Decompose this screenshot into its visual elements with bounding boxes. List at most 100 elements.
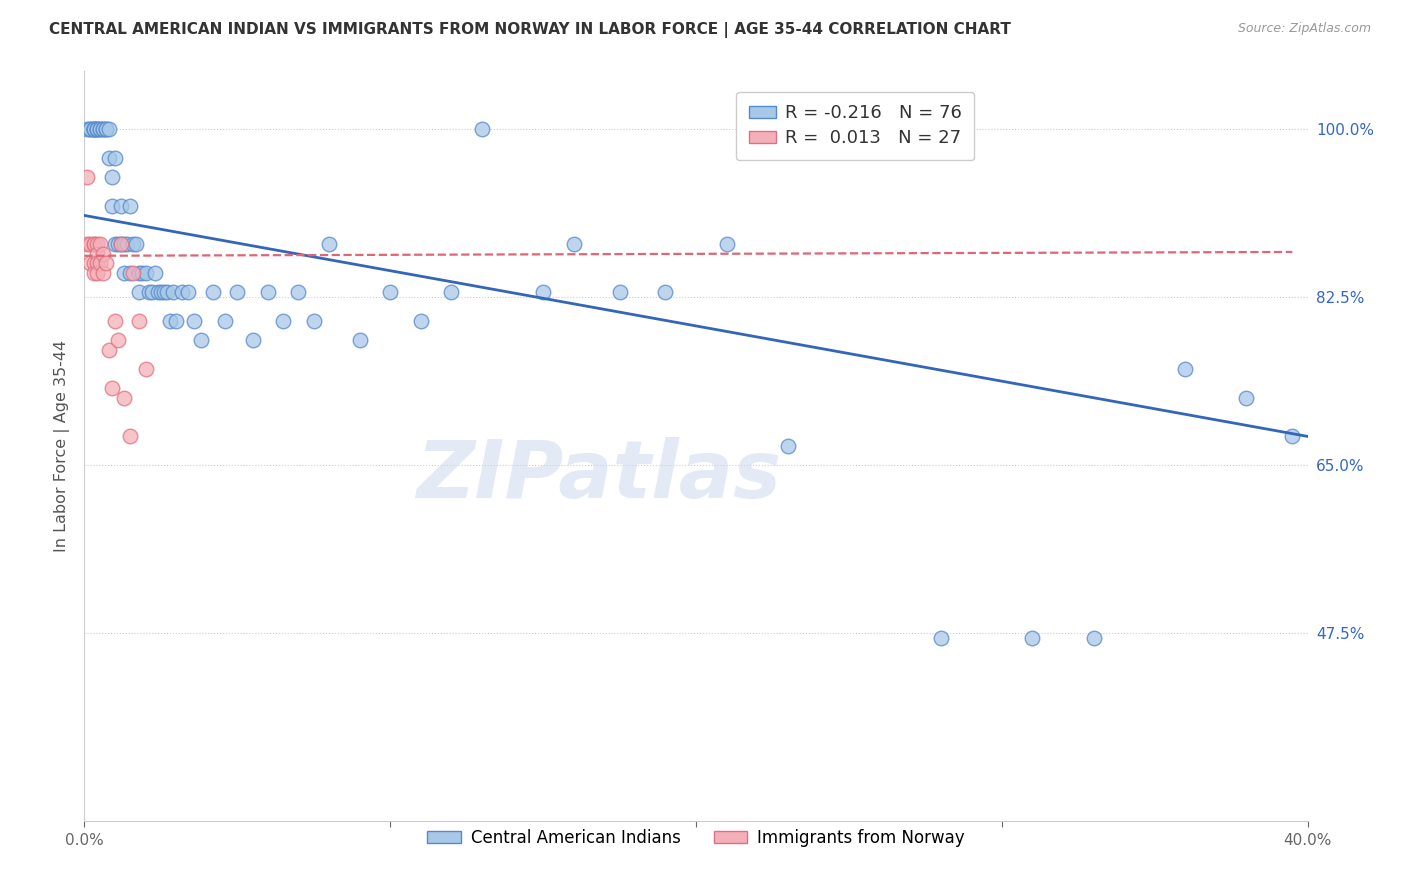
Point xyxy=(177,285,200,300)
Point xyxy=(214,314,236,328)
Point xyxy=(141,285,163,300)
Point xyxy=(201,285,224,300)
Point xyxy=(1236,391,1258,405)
Point xyxy=(172,285,194,300)
Point xyxy=(156,285,179,300)
Point xyxy=(112,266,135,280)
Point xyxy=(83,122,105,136)
Legend: Central American Indians, Immigrants from Norway: Central American Indians, Immigrants fro… xyxy=(420,822,972,854)
Point xyxy=(104,151,127,165)
Point xyxy=(146,285,169,300)
Point xyxy=(101,381,124,395)
Point xyxy=(83,256,105,270)
Point xyxy=(135,362,157,376)
Point xyxy=(86,122,108,136)
Point xyxy=(183,314,205,328)
Point xyxy=(76,169,98,184)
Point xyxy=(79,122,101,136)
Point xyxy=(112,391,135,405)
Point xyxy=(318,237,340,252)
Point xyxy=(159,314,181,328)
Point xyxy=(562,237,585,252)
Point xyxy=(86,122,108,136)
Point xyxy=(226,285,249,300)
Point xyxy=(776,439,799,453)
Point xyxy=(91,247,114,261)
Point xyxy=(94,122,117,136)
Point xyxy=(128,285,150,300)
Text: ZIPatlas: ZIPatlas xyxy=(416,437,780,515)
Point xyxy=(128,314,150,328)
Point xyxy=(162,285,184,300)
Point xyxy=(654,285,676,300)
Point xyxy=(89,122,111,136)
Point xyxy=(83,237,105,252)
Text: CENTRAL AMERICAN INDIAN VS IMMIGRANTS FROM NORWAY IN LABOR FORCE | AGE 35-44 COR: CENTRAL AMERICAN INDIAN VS IMMIGRANTS FR… xyxy=(49,22,1011,38)
Point xyxy=(120,266,142,280)
Point xyxy=(440,285,463,300)
Point xyxy=(131,266,153,280)
Point xyxy=(89,237,111,252)
Point xyxy=(120,429,142,443)
Point xyxy=(79,237,101,252)
Point xyxy=(135,266,157,280)
Point xyxy=(89,122,111,136)
Point xyxy=(83,122,105,136)
Point xyxy=(929,631,952,645)
Point xyxy=(271,314,294,328)
Point xyxy=(101,199,124,213)
Point xyxy=(97,343,120,357)
Point xyxy=(471,122,494,136)
Point xyxy=(104,237,127,252)
Point xyxy=(104,314,127,328)
Point xyxy=(138,285,160,300)
Point xyxy=(97,122,120,136)
Point xyxy=(76,237,98,252)
Point xyxy=(409,314,432,328)
Point xyxy=(122,237,145,252)
Point xyxy=(76,122,98,136)
Point xyxy=(149,285,172,300)
Point xyxy=(716,237,738,252)
Point xyxy=(86,122,108,136)
Point xyxy=(609,285,631,300)
Point xyxy=(143,266,166,280)
Point xyxy=(125,237,148,252)
Point xyxy=(83,266,105,280)
Point xyxy=(165,314,187,328)
Point xyxy=(122,266,145,280)
Point xyxy=(97,151,120,165)
Point xyxy=(242,334,264,348)
Point xyxy=(128,266,150,280)
Y-axis label: In Labor Force | Age 35-44: In Labor Force | Age 35-44 xyxy=(55,340,70,552)
Point xyxy=(115,237,138,252)
Point xyxy=(94,256,117,270)
Point xyxy=(153,285,176,300)
Point xyxy=(86,237,108,252)
Point xyxy=(79,256,101,270)
Point xyxy=(1021,631,1043,645)
Text: Source: ZipAtlas.com: Source: ZipAtlas.com xyxy=(1237,22,1371,36)
Point xyxy=(531,285,554,300)
Point xyxy=(86,266,108,280)
Point xyxy=(91,122,114,136)
Point xyxy=(91,266,114,280)
Point xyxy=(94,122,117,136)
Point xyxy=(380,285,402,300)
Point xyxy=(1281,429,1303,443)
Point xyxy=(86,247,108,261)
Point xyxy=(79,122,101,136)
Point xyxy=(1174,362,1197,376)
Point xyxy=(112,237,135,252)
Point xyxy=(101,169,124,184)
Point xyxy=(110,199,132,213)
Point xyxy=(107,334,129,348)
Point xyxy=(86,256,108,270)
Point xyxy=(110,237,132,252)
Point xyxy=(83,122,105,136)
Point xyxy=(190,334,212,348)
Point xyxy=(91,122,114,136)
Point xyxy=(1083,631,1105,645)
Point xyxy=(83,237,105,252)
Point xyxy=(83,122,105,136)
